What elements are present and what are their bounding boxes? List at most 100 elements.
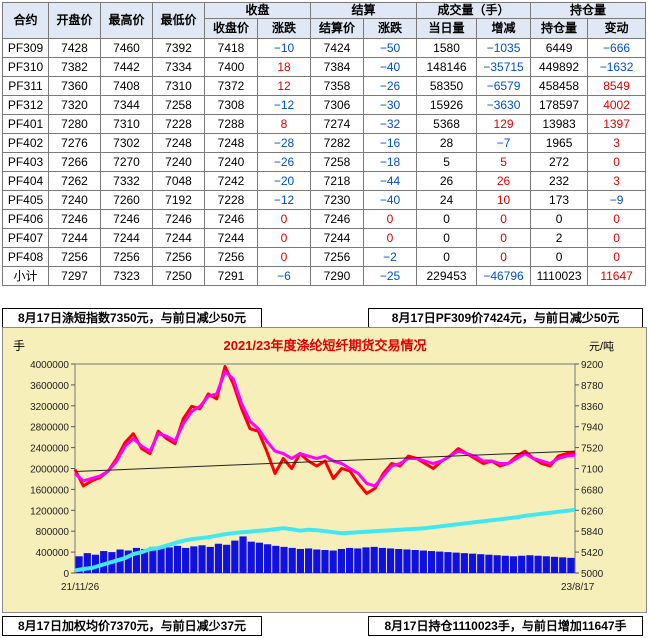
cell-open-interest: 449892	[530, 57, 589, 77]
volume-bar	[477, 554, 485, 573]
cell-settle-price: 7424	[310, 38, 365, 58]
cell-close-price: 7228	[204, 190, 258, 210]
right-tick-label: 7520	[581, 444, 604, 455]
cell-contract: PF404	[2, 171, 49, 191]
volume-bar	[280, 546, 288, 573]
right-tick-label: 6680	[581, 485, 604, 496]
volume-bar	[444, 552, 452, 573]
table-row: PF406 7246 7246 7246 7246 0 7246 0 0 0 0 0	[2, 209, 647, 229]
volume-bar	[501, 555, 509, 573]
left-tick-label: 3200000	[30, 402, 69, 413]
cell-contract: 小计	[2, 266, 49, 286]
cell-low: 7250	[152, 266, 205, 286]
cell-close-change: 0	[256, 228, 312, 248]
right-tick-label: 7940	[581, 423, 604, 434]
left-tick-label: 2800000	[30, 423, 69, 434]
cell-open: 7360	[48, 76, 101, 96]
cell-open-interest: 272	[530, 152, 589, 172]
cell-low: 7244	[152, 228, 205, 248]
volume-bar	[337, 548, 345, 573]
cell-close-change: 18	[256, 57, 312, 77]
cell-open: 7244	[48, 228, 101, 248]
cell-contract: PF311	[2, 76, 49, 96]
cell-close-change: −20	[256, 171, 312, 191]
cell-contract: PF403	[2, 152, 49, 172]
cell-open-interest: 178597	[530, 95, 589, 115]
cell-close-change: 8	[256, 114, 312, 134]
banner-index-price: 8月17日涤短指数7350元，与前日减少50元	[2, 308, 262, 328]
cell-high: 7256	[100, 247, 153, 267]
volume-bar	[124, 550, 132, 573]
volume-bar	[419, 550, 427, 573]
volume-bar	[395, 548, 403, 573]
cell-day-volume: 0	[416, 228, 478, 248]
left-tick-label: 800000	[36, 527, 70, 538]
volume-bar	[485, 554, 493, 573]
volume-bar	[493, 555, 501, 573]
volume-bar	[542, 556, 550, 573]
col-header-close-price: 收盘价	[204, 18, 258, 39]
cell-day-volume: 28	[416, 133, 478, 153]
x-end-label: 23/8/17	[561, 582, 595, 593]
volume-bar	[100, 551, 108, 573]
cell-day-volume: 1580	[416, 38, 478, 58]
col-header-volume-change: 增减	[476, 18, 532, 39]
cell-low: 7240	[152, 152, 205, 172]
volume-bar	[354, 548, 362, 573]
cell-day-volume: 148146	[416, 57, 478, 77]
cell-oi-change: 1397	[587, 114, 647, 134]
cell-high: 7270	[100, 152, 153, 172]
volume-bar	[460, 553, 468, 573]
table-total-row: 小计 7297 7323 7250 7291 −6 7290 −25 229453 −46796 1…	[2, 266, 647, 286]
volume-bar	[272, 545, 280, 573]
volume-bar	[83, 553, 91, 573]
cell-volume-change: −7	[476, 133, 532, 153]
volume-bar	[288, 547, 296, 573]
table-row: PF405 7240 7260 7192 7228 −12 7230 −40 24 10 173 −9	[2, 190, 647, 210]
series-line-avg	[74, 370, 576, 488]
volume-bar	[190, 546, 198, 573]
volume-bar	[378, 547, 386, 573]
cell-contract: PF402	[2, 133, 49, 153]
cell-oi-change: 0	[587, 152, 647, 172]
cell-low: 7258	[152, 95, 205, 115]
volume-bar	[518, 555, 526, 573]
col-header-settle-price: 结算价	[310, 18, 365, 39]
cell-close-price: 7418	[204, 38, 258, 58]
cell-settle-change: 0	[363, 228, 418, 248]
cell-oi-change: −666	[587, 38, 647, 58]
volume-bar	[206, 546, 214, 573]
chart-title: 2021/23年度涤纶短纤期货交易情况	[224, 338, 427, 353]
table-row: PF309 7428 7460 7392 7418 −10 7424 −50 1580 −1035…	[2, 38, 647, 58]
cell-close-change: 0	[256, 247, 312, 267]
cell-day-volume: 5	[416, 152, 478, 172]
col-header-low: 最低价	[152, 2, 205, 39]
cell-low: 7048	[152, 171, 205, 191]
cell-volume-change: −35715	[476, 57, 532, 77]
cell-open-interest: 13983	[530, 114, 589, 134]
cell-day-volume: 0	[416, 247, 478, 267]
cell-high: 7302	[100, 133, 153, 153]
cell-contract: PF405	[2, 190, 49, 210]
left-tick-label: 0	[63, 569, 69, 580]
volume-bar	[132, 547, 141, 573]
volume-bar	[345, 547, 354, 573]
cell-settle-price: 7384	[310, 57, 365, 77]
cell-close-change: −6	[256, 266, 312, 286]
cell-open: 7240	[48, 190, 101, 210]
col-header-contract: 合约	[2, 2, 49, 39]
cell-low: 7256	[152, 247, 205, 267]
cell-contract: PF406	[2, 209, 49, 229]
volume-bar	[157, 548, 165, 573]
banner-open-interest: 8月17日持仓1110023手，与前日增加11647手	[368, 616, 643, 636]
series-line-oi	[74, 507, 576, 573]
cell-high: 7246	[100, 209, 153, 229]
cell-settle-change: −40	[363, 57, 418, 77]
cell-oi-change: 8549	[587, 76, 647, 96]
left-unit-label: 手	[13, 339, 25, 353]
table-row: PF312 7320 7344 7258 7308 −12 7306 −30 15926 −363…	[2, 95, 647, 115]
cell-close-price: 7291	[204, 266, 258, 286]
left-tick-label: 3600000	[30, 381, 69, 392]
volume-bar	[452, 552, 460, 573]
cell-oi-change: 11647	[587, 266, 647, 286]
